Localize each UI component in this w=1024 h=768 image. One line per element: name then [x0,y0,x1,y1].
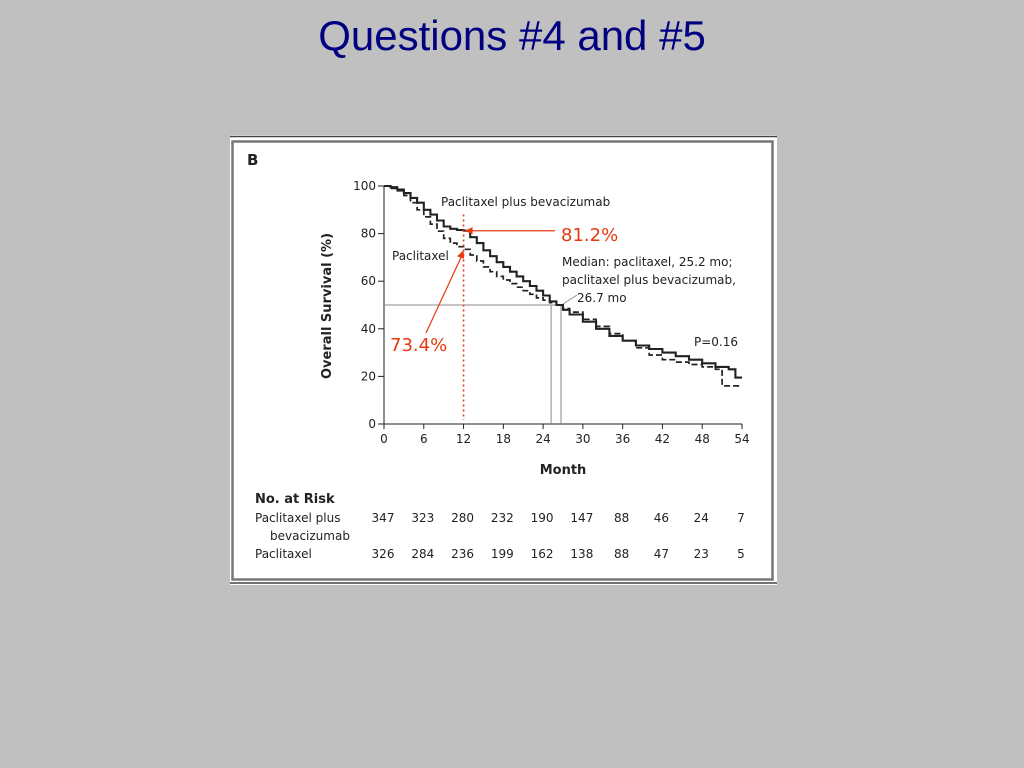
y-tick-label: 20 [361,369,376,383]
y-tick-label: 40 [361,322,376,336]
arrow-73-head [457,250,465,259]
x-tick-label: 0 [380,432,388,446]
x-tick-label: 36 [615,432,630,446]
survival-curves [384,184,742,387]
risk-table-title: No. at Risk [255,492,335,507]
risk-value: 5 [737,547,745,561]
x-tick-label: 24 [535,432,550,446]
annotation-arrows [425,227,555,334]
risk-value: 88 [614,547,629,561]
risk-row1-label-line1: Paclitaxel plus [255,511,340,525]
risk-value: 47 [654,547,669,561]
panel-label: B [247,151,258,169]
y-tick-label: 60 [361,274,376,288]
risk-value: 23 [694,547,709,561]
risk-table-values: 347 323 280 232 190 147 88 46 24 7 326 284 236 199 162… [372,511,745,561]
x-tick-label: 48 [695,432,710,446]
risk-value: 162 [531,547,554,561]
risk-value: 24 [694,511,709,525]
risk-value: 347 [372,511,395,525]
median-text-line2: paclitaxel plus bevacizumab, [562,273,736,287]
arrow-81-head [464,227,473,235]
risk-row2-label-line1: Paclitaxel [255,547,312,561]
x-tick-label: 12 [456,432,471,446]
arrow-73-shaft [425,256,463,334]
y-axis-ticks: 0 20 40 60 80 100 [353,179,384,431]
curve-paclitaxel [384,185,742,387]
x-tick-label: 54 [734,432,749,446]
y-tick-label: 80 [361,227,376,241]
p-value: P=0.16 [694,335,738,349]
callout-73-percent: 73.4% [390,335,447,356]
x-tick-label: 18 [496,432,511,446]
risk-value: 7 [737,511,745,525]
risk-value: 232 [491,511,514,525]
kaplan-meier-chart: B 0 20 40 60 80 100 0 6 12 18 24 30 36 42 48 54 Overal… [230,135,777,584]
median-text-line3: 26.7 mo [577,291,627,305]
risk-value: 46 [654,511,669,525]
figure-card: B 0 20 40 60 80 100 0 6 12 18 24 30 36 42 48 54 Overal… [230,135,777,585]
slide-title: Questions #4 and #5 [318,12,706,59]
y-tick-label: 0 [368,417,376,431]
x-tick-label: 42 [655,432,670,446]
x-tick-label: 30 [575,432,590,446]
median-guides [384,294,578,424]
median-leader-line [562,294,578,305]
risk-value: 147 [570,511,593,525]
x-tick-label: 6 [420,432,428,446]
x-axis-label: Month [540,463,587,478]
curve-label-paclitaxel: Paclitaxel [392,249,449,263]
y-axis-label: Overall Survival (%) [320,233,335,379]
figure-frame [231,140,774,581]
median-text-line1: Median: paclitaxel, 25.2 mo; [562,255,732,269]
risk-value: 284 [411,547,434,561]
y-tick-label: 100 [353,179,376,193]
callout-81-percent: 81.2% [561,225,618,246]
risk-value: 88 [614,511,629,525]
risk-value: 236 [451,547,474,561]
curve-label-bev: Paclitaxel plus bevacizumab [441,195,610,209]
curve-paclitaxel-plus-bevacizumab [384,184,742,379]
risk-value: 323 [411,511,434,525]
risk-value: 199 [491,547,514,561]
risk-value: 138 [570,547,593,561]
risk-value: 326 [372,547,395,561]
x-axis-ticks: 0 6 12 18 24 30 36 42 48 54 [380,424,750,446]
risk-value: 280 [451,511,474,525]
risk-value: 190 [531,511,554,525]
risk-row1-label-line2: bevacizumab [270,529,350,543]
